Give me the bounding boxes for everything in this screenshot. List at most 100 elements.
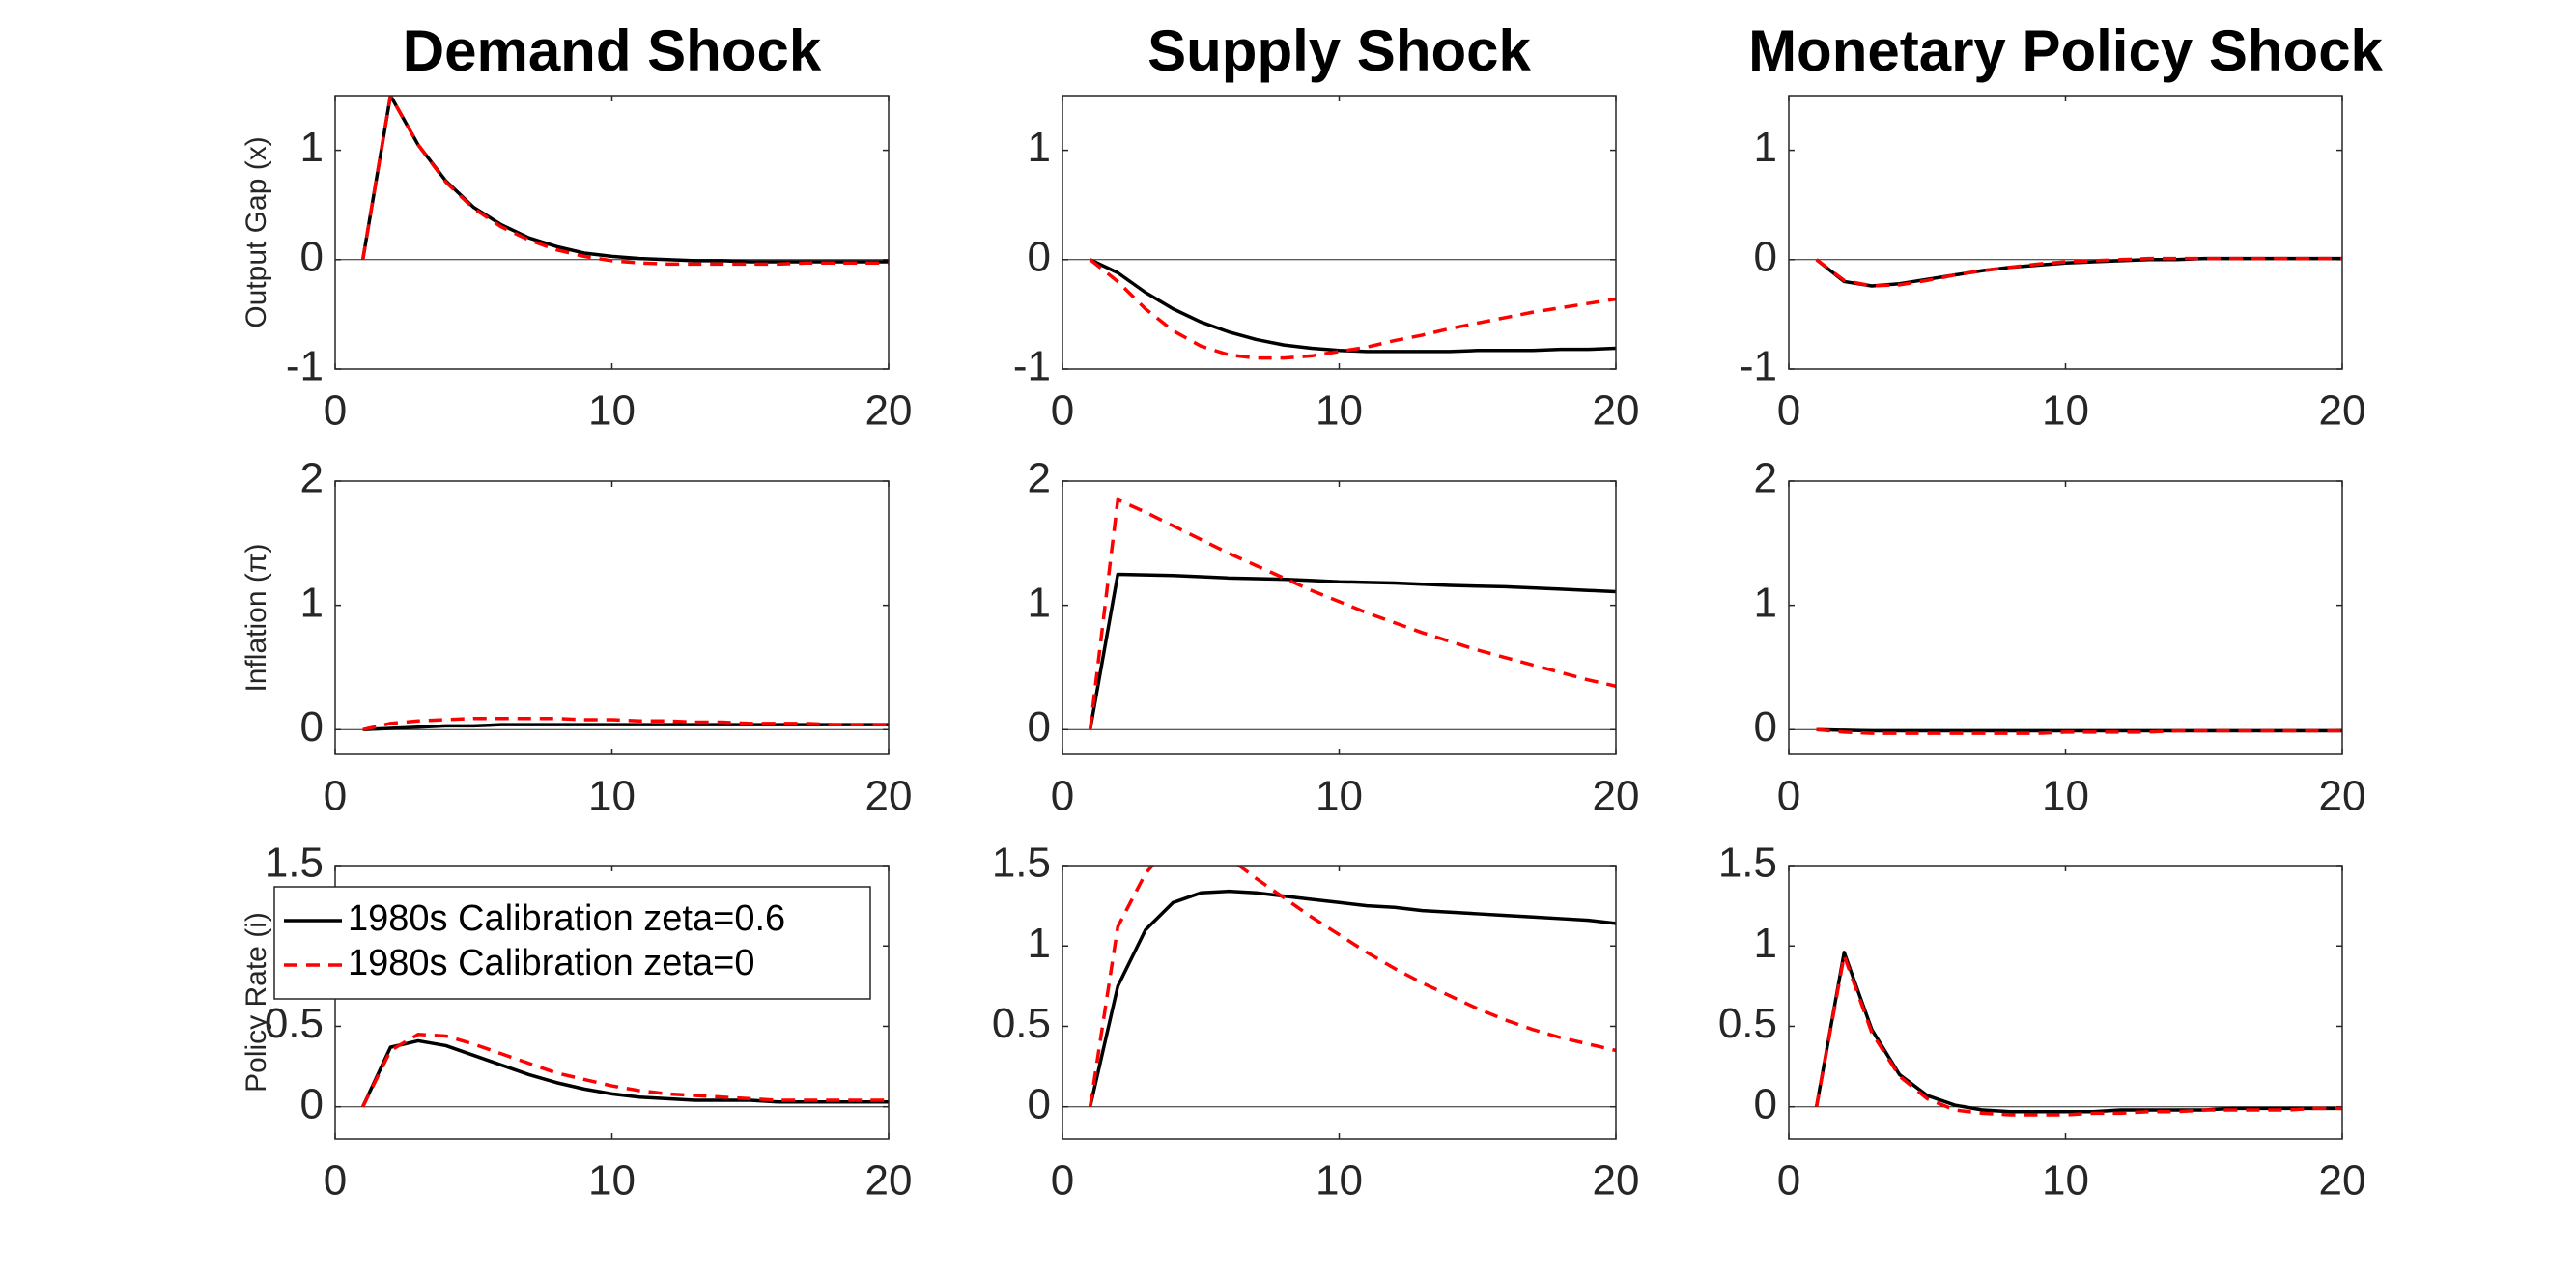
x-tick-label: 10: [1316, 387, 1363, 435]
legend-label: 1980s Calibration zeta=0: [348, 943, 754, 983]
panel: 0 10 20 0 0.5 1 1.5: [1718, 839, 2366, 1205]
y-tick-label: 0.5: [265, 1000, 324, 1047]
y-axis-label: Inflation (π): [241, 543, 272, 692]
axes-background: [1789, 481, 2342, 754]
y-tick-label: 0: [1754, 703, 1777, 751]
x-tick-label: 20: [2319, 387, 2366, 435]
series-line: [1816, 727, 2342, 733]
axes-frame: [1062, 865, 1617, 1140]
series-line: [1088, 572, 1616, 730]
y-tick-label: 0: [300, 703, 324, 751]
y-tick-label: 0: [1754, 233, 1777, 280]
x-tick-label: 20: [865, 387, 913, 435]
axes-background: [1062, 866, 1616, 1139]
panel-title: Demand Shock: [403, 18, 822, 83]
y-tick-label: 1: [300, 579, 324, 626]
y-tick-label: 1: [1754, 579, 1777, 626]
x-tick-label: 10: [2042, 1157, 2089, 1205]
series-line: [1815, 256, 2342, 288]
y-tick-label: 0.5: [992, 1000, 1051, 1047]
x-tick-label: 0: [1051, 387, 1074, 435]
x-tick-label: 10: [588, 1157, 636, 1205]
y-tick-label: 2: [1754, 455, 1777, 502]
axes-background: [335, 96, 889, 369]
y-tick-label: -1: [286, 343, 324, 390]
axes-frame: [334, 95, 890, 370]
axes-background: [1789, 866, 2342, 1139]
axes-frame: [1788, 480, 2343, 755]
legend-label: 1980s Calibration zeta=0.6: [348, 898, 785, 939]
y-tick-label: 1: [1754, 920, 1777, 967]
x-tick-label: 20: [865, 773, 913, 820]
x-tick-label: 0: [1777, 387, 1800, 435]
y-tick-label: 1: [300, 124, 324, 171]
axes-background: [1062, 96, 1616, 369]
x-tick-label: 10: [2042, 387, 2089, 435]
y-tick-label: 1.5: [265, 839, 324, 887]
panel-title: Supply Shock: [1147, 18, 1531, 83]
x-tick-label: 0: [1051, 1157, 1074, 1205]
x-tick-label: 20: [1593, 1157, 1640, 1205]
axes-background: [1789, 96, 2342, 369]
x-tick-label: 0: [324, 387, 347, 435]
y-tick-label: -1: [1740, 343, 1777, 390]
panel-title: Monetary Policy Shock: [1748, 18, 2383, 83]
x-tick-label: 10: [2042, 773, 2089, 820]
axes-frame: [334, 480, 890, 755]
x-tick-label: 10: [1316, 1157, 1363, 1205]
series-line: [362, 723, 889, 732]
x-tick-label: 20: [2319, 773, 2366, 820]
series-line: [360, 96, 889, 267]
axes-background: [1062, 481, 1616, 754]
y-tick-label: 2: [300, 455, 324, 502]
x-tick-label: 20: [1593, 387, 1640, 435]
x-tick-label: 0: [324, 1157, 347, 1205]
axes-frame: [334, 865, 890, 1140]
y-tick-label: 0.5: [1718, 1000, 1777, 1047]
panel: 0 10 20 0 1 2: [1028, 455, 1640, 820]
y-tick-label: 0: [1028, 233, 1051, 280]
series-line: [1089, 258, 1616, 360]
series-line: [361, 1038, 889, 1108]
y-tick-label: 0: [300, 233, 324, 280]
y-tick-label: 0: [300, 1080, 324, 1127]
y-tick-label: 0: [1028, 1080, 1051, 1127]
y-tick-label: 2: [1028, 455, 1051, 502]
y-tick-label: 1: [1028, 124, 1051, 171]
y-tick-label: -1: [1013, 343, 1051, 390]
axes-background: [335, 481, 889, 754]
y-axis-label: Output Gap (x): [241, 136, 272, 327]
y-tick-label: 1: [1754, 124, 1777, 171]
x-tick-label: 20: [1593, 773, 1640, 820]
series-line: [1088, 889, 1616, 1108]
panel: 0 10 20 0 1 2 Inflation (π): [241, 455, 913, 820]
y-tick-label: 1: [1028, 920, 1051, 967]
y-tick-label: 1: [1028, 579, 1051, 626]
x-tick-label: 20: [2319, 1157, 2366, 1205]
x-tick-label: 0: [1777, 1157, 1800, 1205]
y-axis-label: Policy Rate (i): [241, 912, 272, 1093]
x-tick-label: 0: [324, 773, 347, 820]
legend-box: [273, 886, 871, 1000]
y-tick-label: 0: [1754, 1080, 1777, 1127]
axes-frame: [1788, 95, 2343, 370]
x-tick-label: 0: [1051, 773, 1074, 820]
x-tick-label: 10: [588, 773, 636, 820]
axes-frame: [1788, 865, 2343, 1140]
y-tick-label: 1.5: [992, 839, 1051, 887]
y-tick-label: 1.5: [1718, 839, 1777, 887]
panel: 0 10 20 0 1 2: [1754, 455, 2366, 820]
axes-frame: [1062, 480, 1617, 755]
y-tick-label: 0: [1028, 703, 1051, 751]
series-line: [1814, 953, 2342, 1117]
x-tick-label: 20: [865, 1157, 913, 1205]
x-tick-label: 10: [1316, 773, 1363, 820]
panel: 0 10 20 0 0.5 1 1.5: [992, 839, 1640, 1205]
x-tick-label: 10: [588, 387, 636, 435]
series-line: [1088, 866, 1616, 1107]
